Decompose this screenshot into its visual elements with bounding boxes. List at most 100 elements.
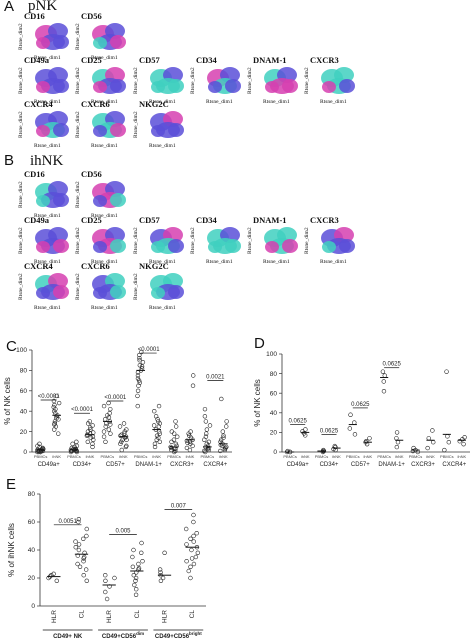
- panel-b-letter: B: [4, 152, 15, 169]
- tsne-map: [35, 111, 69, 138]
- data-point: [169, 447, 174, 453]
- data-point: [135, 373, 141, 378]
- x-tick-label: CXCR4+: [203, 462, 227, 468]
- data-point: [394, 444, 400, 450]
- panel-d-letter: D: [254, 335, 265, 352]
- chart-e-svg: 0 20 40 60 80 % of ihNK cells HLR CL CD49+ NK HLR…: [7, 491, 206, 640]
- data-point: [77, 564, 83, 570]
- tsne-x-label: Rtsne_dim1: [91, 213, 118, 219]
- y-tick-label: 0: [31, 603, 35, 610]
- subgroup-label: ihNK: [332, 454, 341, 459]
- data-point: [108, 406, 113, 412]
- tsne-cluster: [36, 287, 50, 299]
- data-point: [156, 419, 161, 424]
- p-value-label: <0.0001: [138, 347, 161, 353]
- tsne-map: [92, 111, 126, 138]
- tsne-x-label: Rtsne_dim1: [91, 143, 118, 149]
- data-point: [446, 439, 452, 445]
- data-point: [381, 389, 387, 394]
- tsne-map: [264, 67, 298, 94]
- tsne-map: [92, 273, 126, 300]
- data-point: [81, 536, 86, 541]
- data-point: [54, 578, 59, 584]
- subgroup-label: ihNK: [301, 454, 310, 459]
- marker-label: NKG2C: [139, 261, 169, 271]
- data-point: [152, 441, 158, 447]
- marker-label: CD49a: [24, 215, 50, 225]
- data-point: [131, 572, 136, 578]
- data-point: [119, 432, 124, 437]
- y-tick-label: 100: [16, 347, 27, 354]
- data-point: [76, 542, 82, 547]
- chart-c: 0 20 40 60 80 100 % of NK cells CD49a+ PBMCs ihNK…: [0, 340, 240, 480]
- data-point: [461, 441, 466, 447]
- tsne-x-label: Rtsne_dim1: [91, 305, 118, 311]
- data-point: [321, 447, 326, 453]
- tsne-map: [321, 67, 355, 94]
- data-point: [70, 441, 75, 447]
- ihnk-tsne-nkg2c: NKG2C Rtsne_dim2 Rtsne_dim1: [133, 261, 191, 311]
- marker-label: CD25: [81, 55, 102, 65]
- data-point: [153, 414, 159, 419]
- tsne-cluster: [151, 287, 165, 299]
- marker-label: NKG2C: [139, 99, 169, 109]
- tsne-cluster: [168, 239, 184, 253]
- data-point: [444, 369, 449, 374]
- data-point: [84, 578, 89, 584]
- tsne-map: [92, 227, 126, 254]
- data-point: [87, 419, 92, 424]
- tsne-y-label: Rtsne_dim2: [75, 111, 81, 138]
- tsne-cluster: [93, 195, 107, 207]
- tsne-map: [35, 67, 69, 94]
- tsne-y-label: Rtsne_dim2: [304, 227, 310, 254]
- data-point: [103, 424, 108, 429]
- data-point: [82, 550, 87, 556]
- subgroup-label: PBMCs: [440, 454, 454, 459]
- data-point: [121, 431, 127, 436]
- data-point: [333, 444, 338, 450]
- data-point: [133, 592, 139, 598]
- data-point: [157, 439, 162, 445]
- tsne-map: [150, 227, 184, 254]
- data-point: [73, 539, 78, 544]
- group-label: CD49+CD56dim: [102, 631, 144, 640]
- data-point: [364, 439, 369, 444]
- data-point: [135, 403, 140, 409]
- marker-label: CD49a: [24, 55, 50, 65]
- marker-label: DNAM-1: [253, 215, 287, 225]
- marker-label: CXCR6: [81, 99, 110, 109]
- data-point: [169, 439, 174, 445]
- data-point: [202, 414, 208, 419]
- y-tick-label: 40: [28, 547, 36, 554]
- tsne-y-label: Rtsne_dim2: [75, 273, 81, 300]
- subgroup-label: PBMCs: [346, 454, 360, 459]
- p-value-label: <0.0001: [104, 395, 127, 401]
- tsne-cluster: [151, 241, 165, 253]
- tsne-cluster: [93, 241, 107, 253]
- tsne-y-label: Rtsne_dim2: [133, 227, 139, 254]
- tsne-cluster: [225, 239, 241, 253]
- data-point: [54, 416, 59, 421]
- data-point: [185, 440, 190, 446]
- tsne-cluster: [151, 81, 165, 93]
- tsne-x-label: Rtsne_dim1: [206, 259, 233, 265]
- data-point: [152, 444, 158, 450]
- data-point: [130, 554, 135, 560]
- tsne-cluster: [208, 241, 222, 253]
- pnk-tsne-cd25: CD25 Rtsne_dim2 Rtsne_dim1: [75, 55, 133, 105]
- tsne-cluster: [322, 241, 336, 253]
- data-point: [207, 423, 213, 428]
- marker-label: CXCR3: [310, 215, 339, 225]
- tsne-cluster: [282, 79, 298, 93]
- tsne-y-label: Rtsne_dim2: [247, 67, 253, 94]
- data-point: [189, 547, 194, 553]
- data-point: [137, 352, 142, 358]
- data-point: [380, 369, 386, 374]
- group-label-superscript: bright: [189, 631, 202, 636]
- data-point: [119, 447, 124, 453]
- data-point: [52, 421, 57, 426]
- tsne-map: [150, 273, 184, 300]
- tsne-cluster: [110, 35, 126, 49]
- y-axis-label: % of NK cells: [3, 377, 12, 425]
- data-point: [188, 575, 193, 581]
